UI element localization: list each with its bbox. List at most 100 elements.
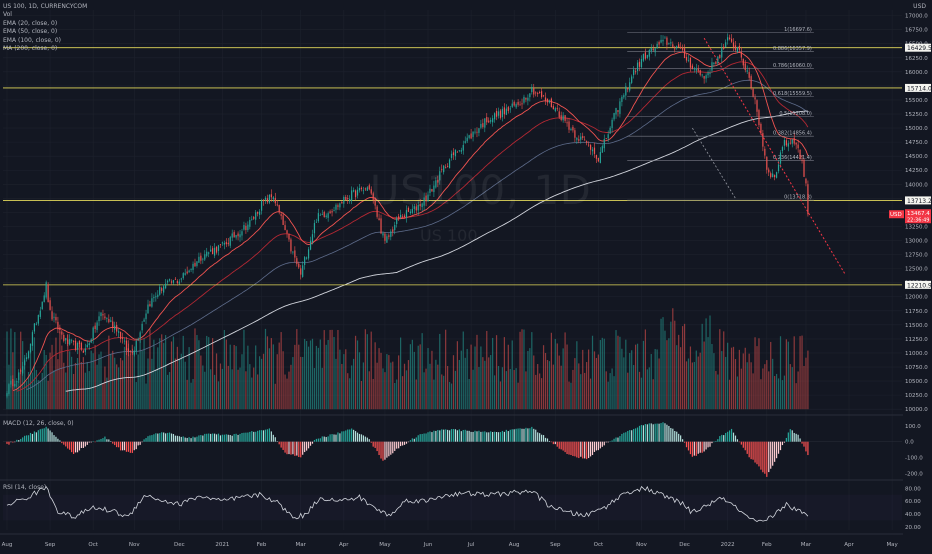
candle[interactable]: [554, 108, 556, 112]
candle[interactable]: [621, 96, 623, 102]
candle[interactable]: [106, 318, 108, 319]
candle[interactable]: [174, 278, 177, 280]
candle[interactable]: [521, 103, 523, 105]
candle[interactable]: [654, 48, 656, 53]
candle[interactable]: [703, 76, 705, 79]
candle[interactable]: [259, 211, 261, 215]
candle[interactable]: [335, 204, 337, 210]
candle[interactable]: [619, 101, 621, 114]
candle[interactable]: [153, 297, 155, 299]
candle[interactable]: [433, 185, 435, 193]
candle[interactable]: [640, 59, 643, 68]
candle[interactable]: [644, 52, 646, 59]
candle[interactable]: [446, 166, 449, 167]
candle[interactable]: [284, 225, 286, 231]
candle[interactable]: [235, 235, 237, 238]
candle[interactable]: [57, 321, 59, 330]
candle[interactable]: [441, 169, 443, 171]
candle[interactable]: [165, 283, 167, 289]
candle[interactable]: [264, 197, 267, 200]
candle[interactable]: [223, 242, 225, 245]
candle[interactable]: [266, 198, 269, 203]
candle[interactable]: [190, 269, 192, 270]
candle[interactable]: [182, 273, 184, 279]
candle[interactable]: [292, 251, 294, 253]
candle[interactable]: [194, 262, 196, 267]
candle[interactable]: [249, 220, 251, 227]
candle[interactable]: [740, 51, 742, 58]
candle[interactable]: [456, 151, 459, 153]
candle[interactable]: [779, 152, 782, 164]
candle[interactable]: [170, 281, 173, 283]
candle[interactable]: [758, 110, 760, 126]
candle[interactable]: [180, 278, 182, 280]
candle[interactable]: [617, 110, 619, 112]
candle[interactable]: [574, 130, 576, 138]
candle[interactable]: [112, 321, 114, 328]
candle[interactable]: [215, 246, 218, 253]
candle[interactable]: [110, 320, 112, 322]
candle[interactable]: [163, 286, 165, 293]
channel-line[interactable]: [692, 127, 736, 199]
candle[interactable]: [84, 348, 86, 352]
candle[interactable]: [94, 325, 96, 330]
candle[interactable]: [435, 180, 437, 188]
candle[interactable]: [243, 225, 245, 230]
candle[interactable]: [801, 159, 803, 161]
candle[interactable]: [10, 380, 12, 385]
candle[interactable]: [552, 106, 554, 110]
candle[interactable]: [415, 206, 417, 211]
candle[interactable]: [431, 189, 433, 192]
candle[interactable]: [286, 230, 288, 234]
candle[interactable]: [642, 54, 645, 61]
candle[interactable]: [603, 138, 605, 149]
candle[interactable]: [785, 140, 787, 146]
candle[interactable]: [329, 211, 331, 214]
candle[interactable]: [65, 338, 67, 341]
candle[interactable]: [689, 58, 692, 68]
candle[interactable]: [678, 44, 680, 48]
candle[interactable]: [331, 211, 333, 213]
candle[interactable]: [664, 37, 666, 39]
macd-legend[interactable]: MACD (12, 26, close, 0): [3, 420, 74, 427]
candle[interactable]: [623, 95, 625, 98]
candle[interactable]: [356, 189, 359, 196]
candle[interactable]: [262, 199, 265, 202]
candle[interactable]: [715, 61, 717, 64]
candle[interactable]: [697, 68, 699, 71]
candle[interactable]: [49, 300, 51, 310]
candle[interactable]: [253, 216, 255, 219]
candle[interactable]: [419, 204, 421, 207]
candle[interactable]: [147, 304, 149, 314]
candle[interactable]: [535, 92, 537, 94]
candle[interactable]: [241, 231, 243, 236]
candle[interactable]: [695, 68, 697, 71]
candle[interactable]: [525, 97, 527, 100]
candle[interactable]: [378, 218, 380, 221]
candle[interactable]: [178, 281, 180, 284]
candle[interactable]: [200, 255, 202, 261]
candle[interactable]: [636, 62, 639, 72]
candle[interactable]: [186, 271, 188, 274]
candle[interactable]: [100, 312, 102, 317]
candle[interactable]: [245, 225, 247, 231]
candle[interactable]: [392, 229, 394, 232]
candle[interactable]: [339, 203, 341, 208]
candle[interactable]: [298, 263, 300, 268]
candle[interactable]: [398, 216, 400, 219]
candle[interactable]: [59, 327, 61, 331]
candle[interactable]: [184, 273, 186, 275]
candle[interactable]: [691, 65, 693, 70]
candle[interactable]: [652, 48, 654, 51]
currency-label[interactable]: USD: [913, 3, 926, 10]
candle[interactable]: [658, 41, 660, 45]
candle[interactable]: [276, 204, 278, 206]
candle[interactable]: [388, 235, 390, 237]
candle[interactable]: [272, 197, 274, 200]
candle[interactable]: [725, 42, 727, 48]
candle[interactable]: [546, 98, 549, 103]
candle[interactable]: [572, 126, 574, 131]
candle[interactable]: [503, 107, 506, 115]
candle[interactable]: [327, 213, 329, 218]
candle[interactable]: [777, 164, 780, 172]
